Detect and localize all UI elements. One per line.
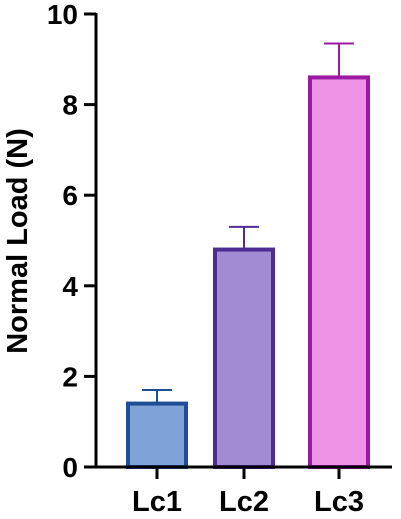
x-tick-label-lc1: Lc1: [132, 486, 182, 518]
chart-marks: [126, 42, 370, 469]
y-tick-label-10: 10: [47, 0, 78, 30]
bar-lc3: [308, 75, 370, 469]
y-tick-label-4: 4: [62, 271, 78, 302]
y-tick-label-8: 8: [62, 90, 78, 121]
chart-axes: Lc1 Lc2 Lc3 0 2 4 6 8 10: [47, 0, 392, 518]
y-axis-label: Normal Load (N): [2, 128, 34, 354]
bar-lc2: [213, 247, 275, 469]
y-tick-label-6: 6: [62, 180, 78, 211]
bar-lc1: [126, 401, 188, 469]
y-tick-label-2: 2: [62, 361, 78, 392]
y-tick-label-0: 0: [62, 452, 78, 483]
x-tick-label-lc2: Lc2: [219, 486, 269, 518]
x-tick-label-lc3: Lc3: [314, 486, 364, 518]
